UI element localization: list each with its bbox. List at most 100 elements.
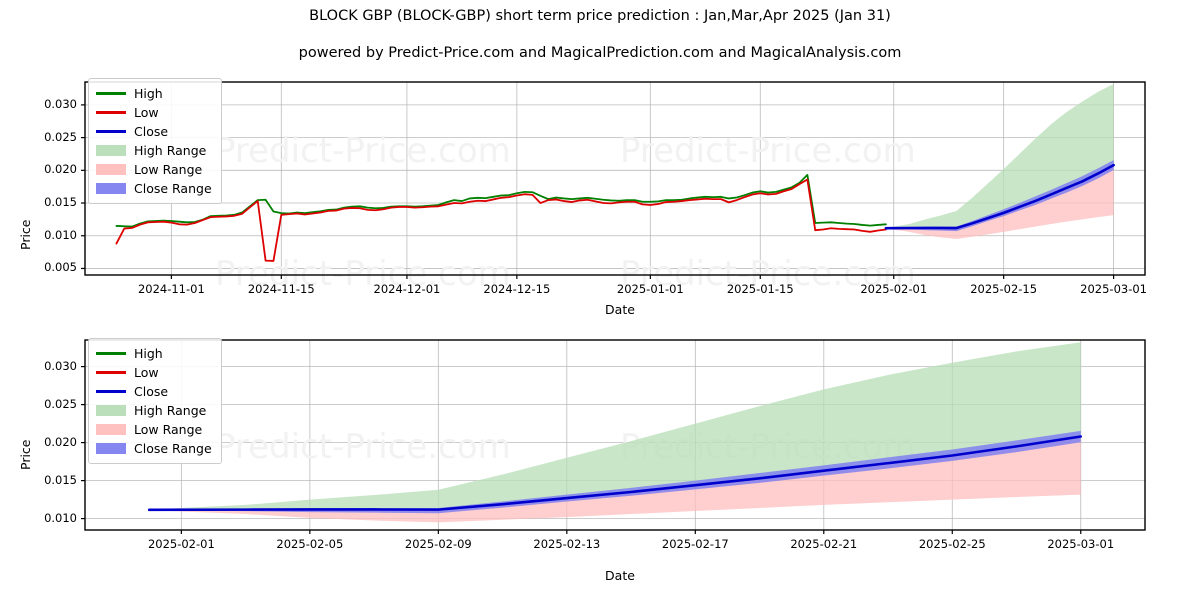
- watermark-text: Predict-Price.com: [215, 254, 511, 294]
- range-bands: [885, 83, 1114, 240]
- series-line-close: [147, 435, 1083, 512]
- legend-line-swatch-low: [96, 366, 126, 379]
- legend-patch-swatch-low-range: [96, 163, 126, 176]
- legend-item-low: Low: [96, 103, 212, 122]
- watermark-text: Predict-Price.com: [215, 131, 511, 171]
- x-tick-label: 2025-02-17: [661, 537, 729, 551]
- x-tick-label: 2025-01-15: [726, 282, 794, 296]
- range-bands: [149, 342, 1081, 523]
- swatch: [96, 111, 126, 114]
- x-tick-label: 2024-11-01: [137, 282, 205, 296]
- page-subtitle: powered by Predict-Price.com and Magical…: [298, 45, 902, 61]
- band-close-range: [885, 160, 1114, 232]
- legend-item-high-range: High Range: [96, 401, 212, 420]
- legend-item-close: Close: [96, 122, 212, 141]
- y-tick-label: 0.025: [44, 129, 77, 144]
- y-tick-label: 0.015: [44, 472, 77, 487]
- watermark-text: Predict-Price.com: [215, 427, 511, 467]
- x-tick-label: 2024-11-15: [247, 282, 315, 296]
- gridlines: [85, 82, 1145, 275]
- legend-item-label: Close: [134, 384, 169, 399]
- legend-item-label: Close Range: [134, 181, 212, 196]
- y-tick-label: 0.030: [44, 358, 77, 373]
- legend-item-high: High: [96, 344, 212, 363]
- x-tick-label: 2025-02-21: [790, 537, 858, 551]
- series-line-high: [115, 174, 887, 228]
- y-tick-label: 0.020: [44, 162, 77, 177]
- swatch: [96, 145, 126, 156]
- band-close-range: [149, 430, 1081, 514]
- legend-item-close: Close: [96, 382, 212, 401]
- x-tick-label: 2025-02-15: [970, 282, 1038, 296]
- legend-item-label: Low: [134, 105, 159, 120]
- y-tick-label: 0.030: [44, 96, 77, 111]
- band-low-range: [149, 436, 1081, 523]
- legend-patch-swatch-low-range: [96, 423, 126, 436]
- legend-item-label: Close: [134, 124, 169, 139]
- swatch: [96, 405, 126, 416]
- band-high-range: [149, 342, 1081, 510]
- watermark-group: Predict-Price.com Predict-Price.com Predic…: [215, 131, 916, 294]
- band-low-range: [885, 165, 1114, 240]
- swatch: [96, 371, 126, 374]
- legend-item-high-range: High Range: [96, 141, 212, 160]
- y-tick-label: 0.020: [44, 434, 77, 449]
- y-tick-label: 0.025: [44, 396, 77, 411]
- swatch: [96, 443, 126, 454]
- swatch: [96, 164, 126, 175]
- x-tick-label: 2025-02-05: [276, 537, 344, 551]
- swatch: [96, 390, 126, 393]
- axes-frame: [81, 339, 1146, 534]
- bottom-chart-legend: High Low Close High Range Low Range Close Ran…: [88, 338, 222, 464]
- y-tick-label: 0.010: [44, 510, 77, 525]
- legend-item-label: High: [134, 346, 163, 361]
- band-high-range: [885, 83, 1114, 229]
- series-lines: [147, 435, 1083, 512]
- legend-item-label: High Range: [134, 143, 207, 158]
- legend-item-label: Close Range: [134, 441, 212, 456]
- y-tick-label: 0.010: [44, 227, 77, 242]
- watermark-text: Predict-Price.com: [620, 254, 916, 294]
- legend-patch-swatch-close-range: [96, 442, 126, 455]
- y-tick-label: 0.015: [44, 195, 77, 210]
- y-tick-label: 0.005: [44, 260, 77, 275]
- legend-item-close-range: Close Range: [96, 179, 212, 198]
- x-tick-label: 2025-02-01: [860, 282, 928, 296]
- top-x-axis-label: Date: [605, 302, 635, 317]
- legend-item-label: Low: [134, 365, 159, 380]
- legend-item-close-range: Close Range: [96, 439, 212, 458]
- legend-line-swatch-close: [96, 385, 126, 398]
- top-chart-panel: Predict-Price.com Predict-Price.com Predic…: [0, 70, 1200, 320]
- watermark-text: Predict-Price.com: [620, 131, 916, 171]
- swatch: [96, 352, 126, 355]
- legend-item-low-range: Low Range: [96, 420, 212, 439]
- x-tick-label: 2025-02-25: [918, 537, 986, 551]
- legend-item-high: High: [96, 84, 212, 103]
- legend-item-low-range: Low Range: [96, 160, 212, 179]
- legend-line-swatch-low: [96, 106, 126, 119]
- x-tick-label: 2024-12-15: [483, 282, 551, 296]
- swatch: [96, 424, 126, 435]
- top-chart-legend: High Low Close High Range Low Range Close Ran…: [88, 78, 222, 204]
- x-tick-label: 2025-01-01: [616, 282, 684, 296]
- page-title: BLOCK GBP (BLOCK-GBP) short term price p…: [309, 8, 891, 24]
- legend-line-swatch-close: [96, 125, 126, 138]
- swatch: [96, 130, 126, 133]
- x-tick-label: 2025-03-01: [1047, 537, 1115, 551]
- legend-patch-swatch-high-range: [96, 404, 126, 417]
- top-chart-plot: Predict-Price.com Predict-Price.com Predic…: [81, 81, 1146, 294]
- x-tick-label: 2025-03-01: [1080, 282, 1147, 296]
- legend-item-label: Low Range: [134, 422, 203, 437]
- legend-item-label: High: [134, 86, 163, 101]
- x-tick-label: 2025-02-01: [147, 537, 215, 551]
- x-tick-label: 2025-02-09: [404, 537, 472, 551]
- swatch: [96, 92, 126, 95]
- legend-item-label: High Range: [134, 403, 207, 418]
- legend-line-swatch-high: [96, 87, 126, 100]
- legend-item-low: Low: [96, 363, 212, 382]
- legend-patch-swatch-high-range: [96, 144, 126, 157]
- series-lines: [115, 163, 1115, 262]
